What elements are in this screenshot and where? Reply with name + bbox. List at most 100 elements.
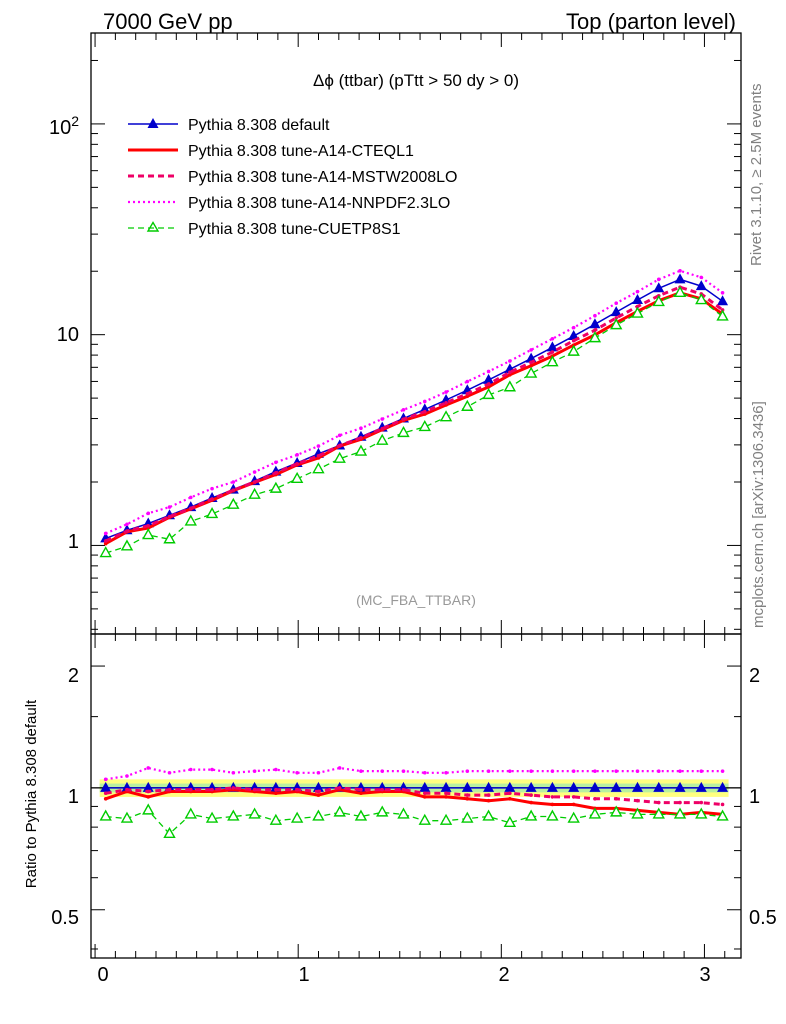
- legend-label-cuetp8s1: Pythia 8.308 tune-CUETP8S1: [188, 221, 401, 238]
- rivet-label: Rivet 3.1.10, ≥ 2.5M events: [748, 84, 765, 267]
- ratio-point-cteql1: [550, 802, 555, 807]
- main-point-default: [568, 330, 580, 341]
- main-point-default: [631, 294, 643, 305]
- legend-label-default: Pythia 8.308 default: [188, 117, 330, 134]
- main-point-mstw2008lo: [571, 338, 576, 343]
- main-point-mstw2008lo: [508, 370, 512, 375]
- ratio-point-cuetp8s1: [120, 811, 134, 823]
- ratio-point-nnpdf23lo: [614, 769, 618, 773]
- ratio-point-mstw2008lo: [274, 787, 278, 792]
- ratio-point-cteql1: [571, 802, 576, 807]
- main-point-cuetp8s1: [503, 380, 517, 392]
- ratio-point-cuetp8s1: [524, 809, 538, 821]
- main-point-cteql1: [508, 373, 512, 377]
- main-point-nnpdf23lo: [359, 426, 363, 430]
- main-point-cuetp8s1: [163, 532, 176, 544]
- main-point-cuetp8s1: [99, 546, 112, 558]
- x-tick-label-0: 0: [97, 964, 108, 986]
- main-point-nnpdf23lo: [614, 301, 618, 306]
- ratio-point-default: [610, 781, 622, 792]
- main-point-default: [717, 295, 729, 306]
- ratio-point-cuetp8s1: [184, 807, 197, 819]
- main-point-cuetp8s1: [312, 462, 325, 474]
- main-point-cuetp8s1: [205, 507, 219, 519]
- ratio-point-mstw2008lo: [167, 787, 172, 792]
- ratio-point-mstw2008lo: [359, 787, 363, 792]
- main-point-mstw2008lo: [550, 350, 555, 354]
- main-point-default: [483, 373, 495, 384]
- main-point-default: [653, 282, 665, 293]
- ratio-point-cteql1: [274, 791, 278, 796]
- ratio-point-cteql1: [422, 795, 427, 799]
- main-point-cteql1: [529, 363, 533, 368]
- main-point-mstw2008lo: [593, 328, 597, 333]
- ratio-point-cteql1: [486, 798, 491, 803]
- main-point-cuetp8s1: [716, 309, 729, 321]
- x-tick-label-1: 1: [298, 964, 309, 986]
- ratio-point-cuetp8s1: [418, 813, 431, 825]
- ratio-point-nnpdf23lo: [252, 769, 257, 773]
- main-point-nnpdf23lo: [167, 505, 172, 509]
- ratio-point-nnpdf23lo: [188, 767, 193, 772]
- ratio-point-mstw2008lo: [401, 787, 406, 792]
- ratio-point-nnpdf23lo: [125, 774, 129, 778]
- main-point-mstw2008lo: [231, 488, 236, 492]
- ratio-point-cteql1: [103, 796, 108, 801]
- ratio-point-cuetp8s1: [227, 809, 240, 821]
- ratio-point-cuetp8s1: [290, 811, 304, 823]
- main-point-nnpdf23lo: [125, 522, 129, 527]
- ratio-point-mstw2008lo: [508, 791, 512, 796]
- main-point-mstw2008lo: [380, 426, 385, 431]
- main-point-cuetp8s1: [461, 399, 474, 411]
- ratio-point-nnpdf23lo: [465, 769, 470, 773]
- ratio-point-nnpdf23lo: [656, 769, 661, 773]
- ratio-y-tick-labels: 0.5 1 2 0.5 1 2: [51, 665, 777, 929]
- ratio-point-nnpdf23lo: [231, 770, 236, 775]
- main-point-cuetp8s1: [482, 387, 495, 400]
- ratio-point-default: [142, 781, 154, 792]
- main-point-default: [674, 273, 686, 284]
- main-point-default: [419, 403, 431, 414]
- main-point-nnpdf23lo: [699, 275, 704, 280]
- main-point-mstw2008lo: [295, 461, 299, 466]
- ratio-left-tick-1: 1: [68, 786, 79, 808]
- main-point-cuetp8s1: [397, 425, 410, 438]
- ratio-series-layer: [99, 766, 729, 839]
- main-point-mstw2008lo: [167, 514, 172, 519]
- ratio-point-cteql1: [529, 800, 533, 805]
- main-point-mstw2008lo: [188, 506, 193, 511]
- ratio-point-cuetp8s1: [482, 809, 495, 821]
- ratio-point-default: [695, 781, 707, 792]
- ratio-point-nnpdf23lo: [337, 766, 342, 770]
- main-point-nnpdf23lo: [444, 390, 448, 394]
- main-line-cteql1: [104, 291, 724, 545]
- ratio-point-mstw2008lo: [422, 791, 427, 796]
- ratio-point-mstw2008lo: [316, 789, 321, 794]
- ratio-point-mstw2008lo: [337, 786, 342, 790]
- ratio-point-mstw2008lo: [252, 787, 257, 792]
- ratio-line-cteql1: [105, 788, 723, 816]
- ratio-point-default: [504, 781, 516, 792]
- main-point-cuetp8s1: [546, 355, 559, 367]
- ratio-point-mstw2008lo: [444, 791, 448, 796]
- main-point-nnpdf23lo: [274, 460, 278, 465]
- legend-entry-default: Pythia 8.308 default: [128, 117, 330, 134]
- ratio-point-default: [312, 781, 324, 792]
- ratio-point-mstw2008lo: [529, 793, 533, 797]
- main-point-nnpdf23lo: [231, 480, 236, 484]
- main-point-nnpdf23lo: [422, 399, 427, 404]
- ratio-point-cuetp8s1: [652, 807, 665, 819]
- ratio-left-tick-2: 2: [68, 665, 79, 687]
- ratio-point-default: [568, 781, 580, 792]
- main-point-cuetp8s1: [227, 497, 240, 509]
- legend-entry-cuetp8s1: Pythia 8.308 tune-CUETP8S1: [128, 221, 401, 238]
- ratio-point-cteql1: [508, 796, 512, 801]
- main-y-tick-labels: 1 10 102: [49, 113, 79, 553]
- main-point-mstw2008lo: [274, 471, 278, 475]
- ratio-point-nnpdf23lo: [529, 769, 533, 773]
- ratio-point-cuetp8s1: [333, 805, 346, 817]
- ratio-point-default: [483, 781, 495, 792]
- main-point-cuetp8s1: [248, 487, 261, 499]
- analysis-tag: (MC_FBA_TTBAR): [356, 592, 476, 608]
